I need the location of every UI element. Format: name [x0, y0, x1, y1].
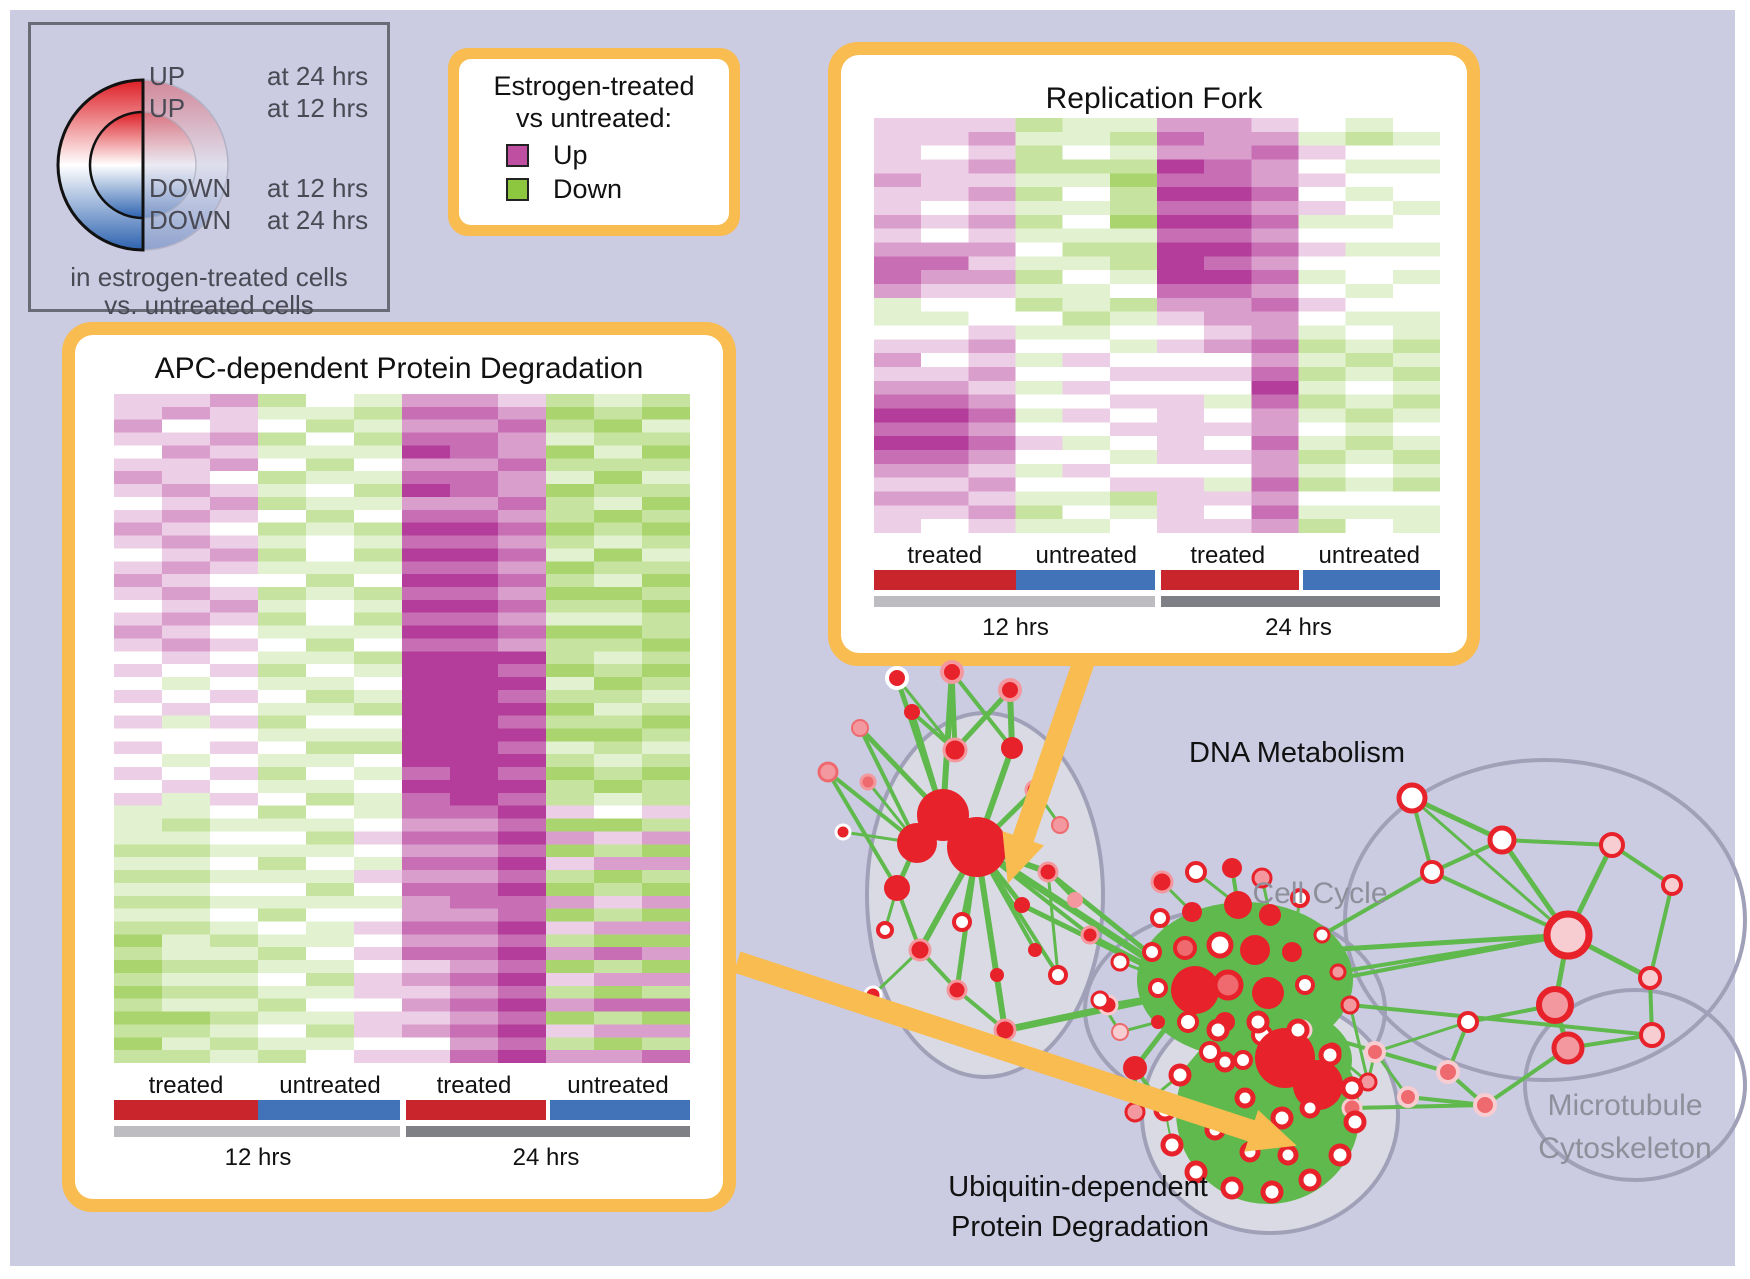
- condition-bar-treated: [406, 1100, 546, 1120]
- legend-row-up24: UP at 24 hrs: [149, 61, 368, 92]
- replication-fork-panel: Replication Fork treated untreated treated…: [828, 42, 1480, 666]
- circle-legend-box: UP at 24 hrs UP at 12 hrs DOWN at 12 hrs DO…: [28, 22, 390, 320]
- time-label-12hrs: 12 hrs: [224, 1144, 292, 1171]
- condition-bar-untreated: [1302, 570, 1440, 590]
- legend-dir: DOWN: [149, 173, 232, 203]
- condition-bar-treated: [114, 1100, 258, 1120]
- time-bar-24hrs: [406, 1126, 690, 1137]
- group-label-treated: treated: [148, 1072, 224, 1099]
- circle-legend-glyph: [56, 78, 229, 252]
- replication-fork-title: Replication Fork: [1045, 82, 1263, 115]
- group-label-untreated: untreated: [1035, 542, 1137, 569]
- legend-time: at 12 hrs: [267, 173, 369, 203]
- group-label-treated: treated: [436, 1072, 512, 1099]
- replication-fork-heatmap: [874, 118, 1440, 533]
- legend-item-up: Up: [506, 140, 588, 171]
- legend-dir: DOWN: [149, 205, 232, 235]
- time-bar-24hrs: [1161, 596, 1440, 607]
- legend-time: at 12 hrs: [267, 93, 369, 123]
- time-bar-12hrs: [114, 1126, 400, 1137]
- inner-circle-right-half: [142, 111, 197, 219]
- legend-caption-line1: in estrogen-treated cells: [70, 262, 348, 292]
- group-label-untreated: untreated: [279, 1072, 381, 1099]
- time-bar-12hrs: [874, 596, 1155, 607]
- group-label-treated: treated: [1190, 542, 1266, 569]
- group-label-untreated: untreated: [567, 1072, 669, 1099]
- apc-panel: APC-dependent Protein Degradation treate…: [62, 322, 736, 1212]
- up-label: Up: [553, 140, 588, 170]
- legend-caption-line2: vs. untreated cells: [104, 290, 314, 320]
- down-swatch: [506, 178, 529, 201]
- legend-time: at 24 hrs: [267, 61, 369, 91]
- legend-row-up12: UP at 12 hrs: [149, 93, 368, 124]
- up-swatch: [506, 144, 529, 167]
- time-label-24hrs: 24 hrs: [512, 1144, 580, 1171]
- group-label-treated: treated: [907, 542, 983, 569]
- updown-legend-box: Estrogen-treated vs untreated: Up Down: [448, 48, 740, 236]
- legend-time: at 24 hrs: [267, 205, 369, 235]
- updown-legend-title2: vs untreated:: [515, 103, 673, 133]
- condition-bar-treated: [1161, 570, 1299, 590]
- legend-dir: UP: [149, 61, 186, 91]
- time-label-12hrs: 12 hrs: [982, 614, 1049, 641]
- down-label: Down: [553, 174, 623, 204]
- condition-bar-untreated: [550, 1100, 690, 1120]
- time-label-24hrs: 24 hrs: [1265, 614, 1332, 641]
- updown-legend-inner: [459, 59, 729, 225]
- group-label-untreated: untreated: [1318, 542, 1420, 569]
- condition-bar-untreated: [258, 1100, 400, 1120]
- updown-legend-title1: Estrogen-treated: [493, 71, 695, 101]
- legend-row-down12: DOWN at 12 hrs: [149, 173, 368, 204]
- inner-circle-left-half: [88, 110, 145, 220]
- legend-dir: UP: [149, 93, 186, 123]
- condition-bar-treated: [874, 570, 1016, 590]
- legend-item-down: Down: [506, 174, 622, 205]
- apc-title: APC-dependent Protein Degradation: [154, 352, 644, 385]
- condition-bar-untreated: [1015, 570, 1155, 590]
- apc-heatmap: [114, 394, 690, 1063]
- legend-row-down24: DOWN at 24 hrs: [149, 205, 368, 236]
